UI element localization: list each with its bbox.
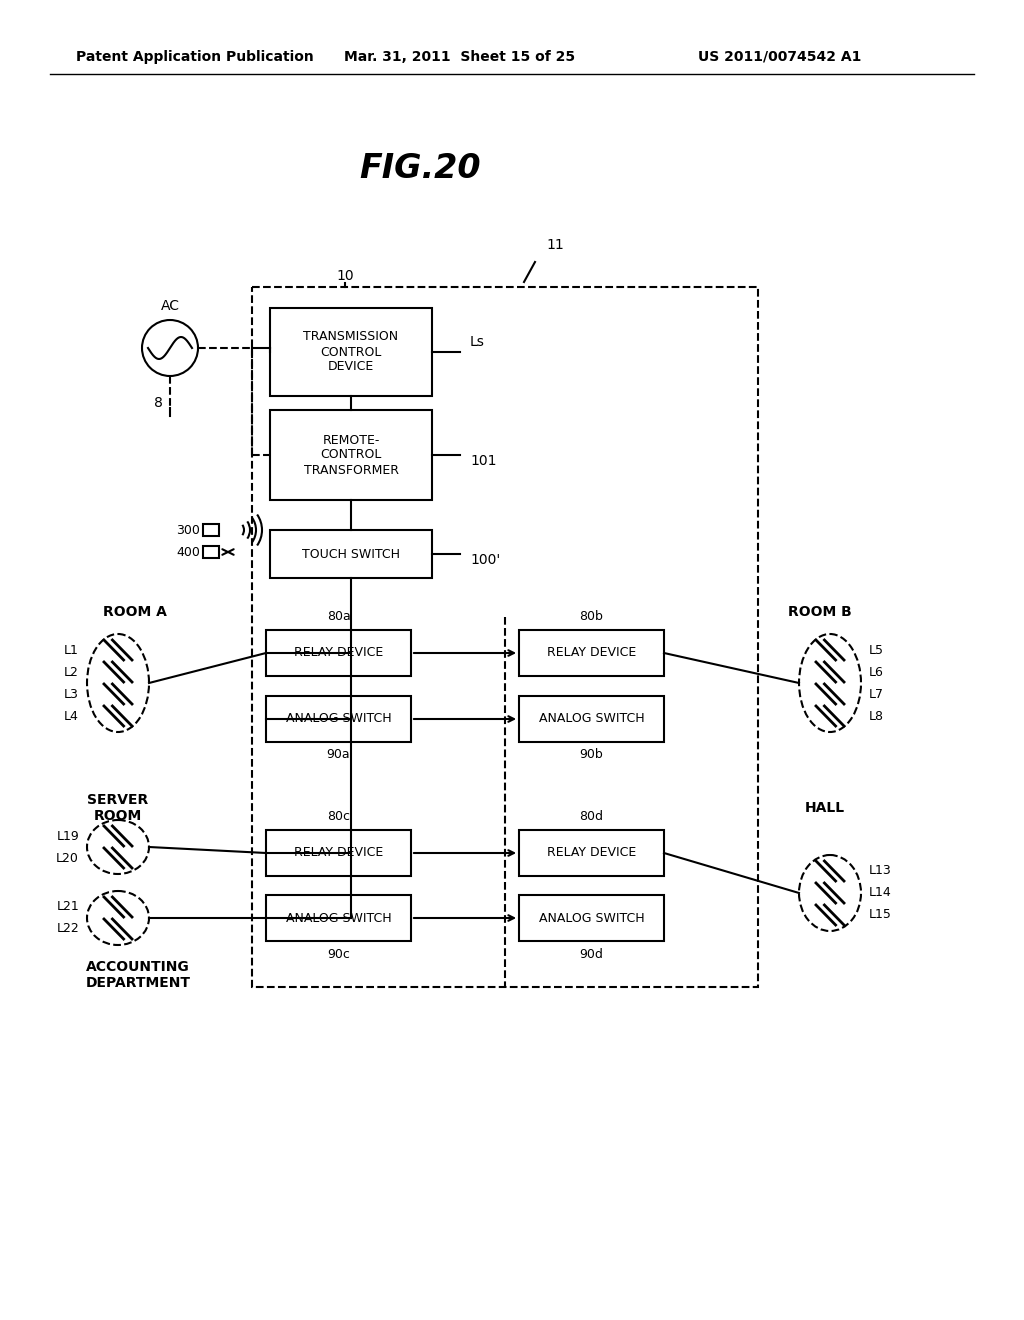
Text: L15: L15 <box>869 908 892 921</box>
Text: ANALOG SWITCH: ANALOG SWITCH <box>539 912 644 924</box>
Bar <box>203 546 219 558</box>
Bar <box>252 286 758 987</box>
Text: Ls: Ls <box>470 335 485 348</box>
Text: 90a: 90a <box>327 748 350 762</box>
Text: ANALOG SWITCH: ANALOG SWITCH <box>286 912 391 924</box>
Text: 80a: 80a <box>327 610 350 623</box>
Text: 10: 10 <box>336 269 354 282</box>
Bar <box>266 830 411 876</box>
Bar <box>270 531 432 578</box>
Text: L7: L7 <box>869 688 884 701</box>
Text: Mar. 31, 2011  Sheet 15 of 25: Mar. 31, 2011 Sheet 15 of 25 <box>344 50 575 63</box>
Text: L14: L14 <box>869 887 892 899</box>
Text: FIG.20: FIG.20 <box>359 152 481 185</box>
Bar <box>519 830 664 876</box>
Text: L20: L20 <box>56 851 79 865</box>
Text: 101: 101 <box>470 454 497 469</box>
Text: AC: AC <box>161 300 179 313</box>
Text: US 2011/0074542 A1: US 2011/0074542 A1 <box>698 50 861 63</box>
Text: RELAY DEVICE: RELAY DEVICE <box>547 846 636 859</box>
Bar <box>266 895 411 941</box>
Bar <box>519 696 664 742</box>
Text: 90b: 90b <box>580 748 603 762</box>
Text: RELAY DEVICE: RELAY DEVICE <box>547 647 636 660</box>
Text: L5: L5 <box>869 644 884 656</box>
Text: L8: L8 <box>869 710 884 722</box>
Text: ROOM A: ROOM A <box>103 605 167 619</box>
Text: L19: L19 <box>56 829 79 842</box>
Text: TRANSMISSION
CONTROL
DEVICE: TRANSMISSION CONTROL DEVICE <box>303 330 398 374</box>
Text: L4: L4 <box>65 710 79 722</box>
Text: Patent Application Publication: Patent Application Publication <box>76 50 314 63</box>
Bar <box>519 895 664 941</box>
Bar <box>266 696 411 742</box>
Text: L2: L2 <box>65 665 79 678</box>
Text: REMOTE-
CONTROL
TRANSFORMER: REMOTE- CONTROL TRANSFORMER <box>303 433 398 477</box>
Text: 300: 300 <box>176 524 200 537</box>
Text: L21: L21 <box>56 900 79 913</box>
Text: 80c: 80c <box>327 810 350 824</box>
Text: 90c: 90c <box>327 948 350 961</box>
Bar <box>266 630 411 676</box>
Text: HALL: HALL <box>805 801 845 814</box>
Bar <box>203 524 219 536</box>
Text: ACCOUNTING
DEPARTMENT: ACCOUNTING DEPARTMENT <box>85 960 190 990</box>
Text: 90d: 90d <box>580 948 603 961</box>
Text: L3: L3 <box>65 688 79 701</box>
Text: ROOM B: ROOM B <box>788 605 852 619</box>
Text: SERVER
ROOM: SERVER ROOM <box>87 793 148 824</box>
Text: L13: L13 <box>869 865 892 878</box>
Text: 8: 8 <box>154 396 163 411</box>
Text: RELAY DEVICE: RELAY DEVICE <box>294 846 383 859</box>
Text: RELAY DEVICE: RELAY DEVICE <box>294 647 383 660</box>
Text: 80d: 80d <box>580 810 603 824</box>
Text: 400: 400 <box>176 546 200 560</box>
Text: L1: L1 <box>65 644 79 656</box>
Text: 100': 100' <box>470 553 501 568</box>
Text: 80b: 80b <box>580 610 603 623</box>
Text: ANALOG SWITCH: ANALOG SWITCH <box>286 713 391 726</box>
Bar <box>270 308 432 396</box>
Bar <box>270 411 432 500</box>
Text: ANALOG SWITCH: ANALOG SWITCH <box>539 713 644 726</box>
Text: TOUCH SWITCH: TOUCH SWITCH <box>302 548 400 561</box>
Bar <box>519 630 664 676</box>
Text: L6: L6 <box>869 665 884 678</box>
Text: L22: L22 <box>56 923 79 936</box>
Text: 11: 11 <box>546 238 564 252</box>
